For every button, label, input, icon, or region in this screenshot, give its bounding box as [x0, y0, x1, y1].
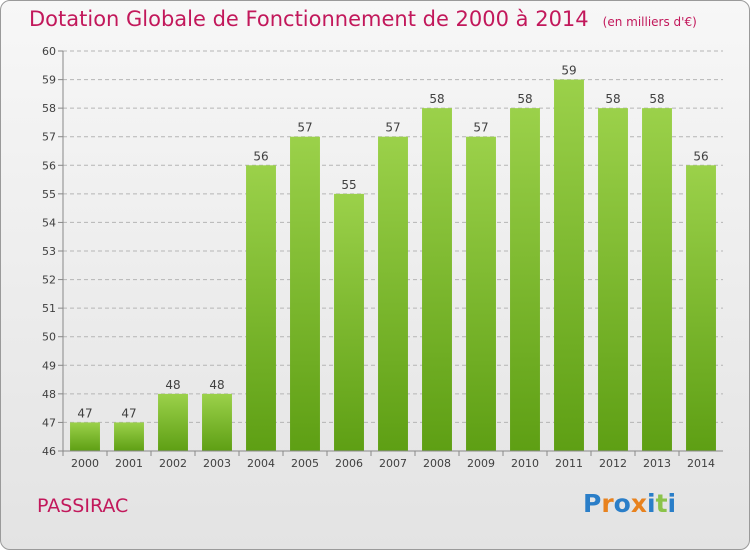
bar-value-label: 57: [385, 121, 400, 135]
bar-value-label: 58: [649, 92, 664, 106]
bar: [334, 193, 364, 451]
x-tick-label: 2014: [687, 457, 715, 470]
bar-value-label: 56: [693, 149, 708, 163]
bar: [554, 79, 584, 452]
bar-value-label: 56: [253, 149, 268, 163]
logo-letter: x: [630, 489, 647, 518]
bar-value-label: 57: [473, 121, 488, 135]
bar: [202, 393, 232, 451]
bar: [642, 108, 672, 452]
y-tick-label: 47: [42, 416, 56, 429]
logo-letter: t: [655, 489, 668, 518]
bar-value-label: 48: [165, 378, 180, 392]
logo-letter: i: [647, 489, 656, 518]
x-tick-label: 2000: [71, 457, 99, 470]
y-tick-label: 57: [42, 131, 56, 144]
bar-value-label: 47: [121, 406, 136, 420]
y-tick-label: 50: [42, 331, 56, 344]
bar: [158, 393, 188, 451]
x-tick-label: 2010: [511, 457, 539, 470]
bar: [290, 136, 320, 451]
commune-name: PASSIRAC: [37, 495, 129, 517]
y-tick-label: 55: [42, 188, 56, 201]
y-tick-label: 51: [42, 302, 56, 315]
bar-value-label: 55: [341, 178, 356, 192]
x-tick-label: 2002: [159, 457, 187, 470]
chart-title: Dotation Globale de Fonctionnement de 20…: [29, 7, 697, 31]
bar: [686, 165, 716, 452]
bar-value-label: 58: [517, 92, 532, 106]
x-tick-label: 2008: [423, 457, 451, 470]
logo-letter: P: [583, 489, 602, 518]
logo-letter: r: [601, 489, 614, 518]
bar: [378, 136, 408, 451]
bar: [466, 136, 496, 451]
y-tick-label: 46: [42, 445, 56, 458]
x-tick-label: 2003: [203, 457, 231, 470]
x-tick-label: 2006: [335, 457, 363, 470]
y-tick-label: 49: [42, 359, 56, 372]
bar: [70, 422, 100, 451]
x-tick-label: 2012: [599, 457, 627, 470]
x-tick-label: 2009: [467, 457, 495, 470]
y-tick-label: 56: [42, 159, 56, 172]
x-tick-label: 2013: [643, 457, 671, 470]
logo-letter: o: [613, 489, 631, 518]
y-tick-label: 54: [42, 216, 56, 229]
x-tick-label: 2005: [291, 457, 319, 470]
proxiti-logo: Proxiti: [583, 489, 676, 518]
logo-letter: i: [667, 489, 677, 518]
y-tick-label: 52: [42, 274, 56, 287]
x-tick-label: 2007: [379, 457, 407, 470]
bar-value-label: 47: [77, 406, 92, 420]
title-text: Dotation Globale de Fonctionnement de 20…: [29, 7, 589, 31]
bar: [422, 108, 452, 452]
bar-value-label: 58: [605, 92, 620, 106]
x-tick-label: 2011: [555, 457, 583, 470]
bar-value-label: 48: [209, 378, 224, 392]
bar: [598, 108, 628, 452]
y-tick-label: 58: [42, 102, 56, 115]
y-tick-label: 48: [42, 388, 56, 401]
y-tick-label: 59: [42, 74, 56, 87]
bar-value-label: 59: [561, 64, 576, 78]
y-tick-label: 53: [42, 245, 56, 258]
bar: [246, 165, 276, 452]
bar: [114, 422, 144, 451]
bar-value-label: 57: [297, 121, 312, 135]
unit-text: (en milliers d'€): [602, 15, 697, 29]
x-tick-label: 2004: [247, 457, 275, 470]
y-tick-label: 60: [42, 45, 56, 58]
x-tick-label: 2001: [115, 457, 143, 470]
bar-value-label: 58: [429, 92, 444, 106]
bar: [510, 108, 540, 452]
